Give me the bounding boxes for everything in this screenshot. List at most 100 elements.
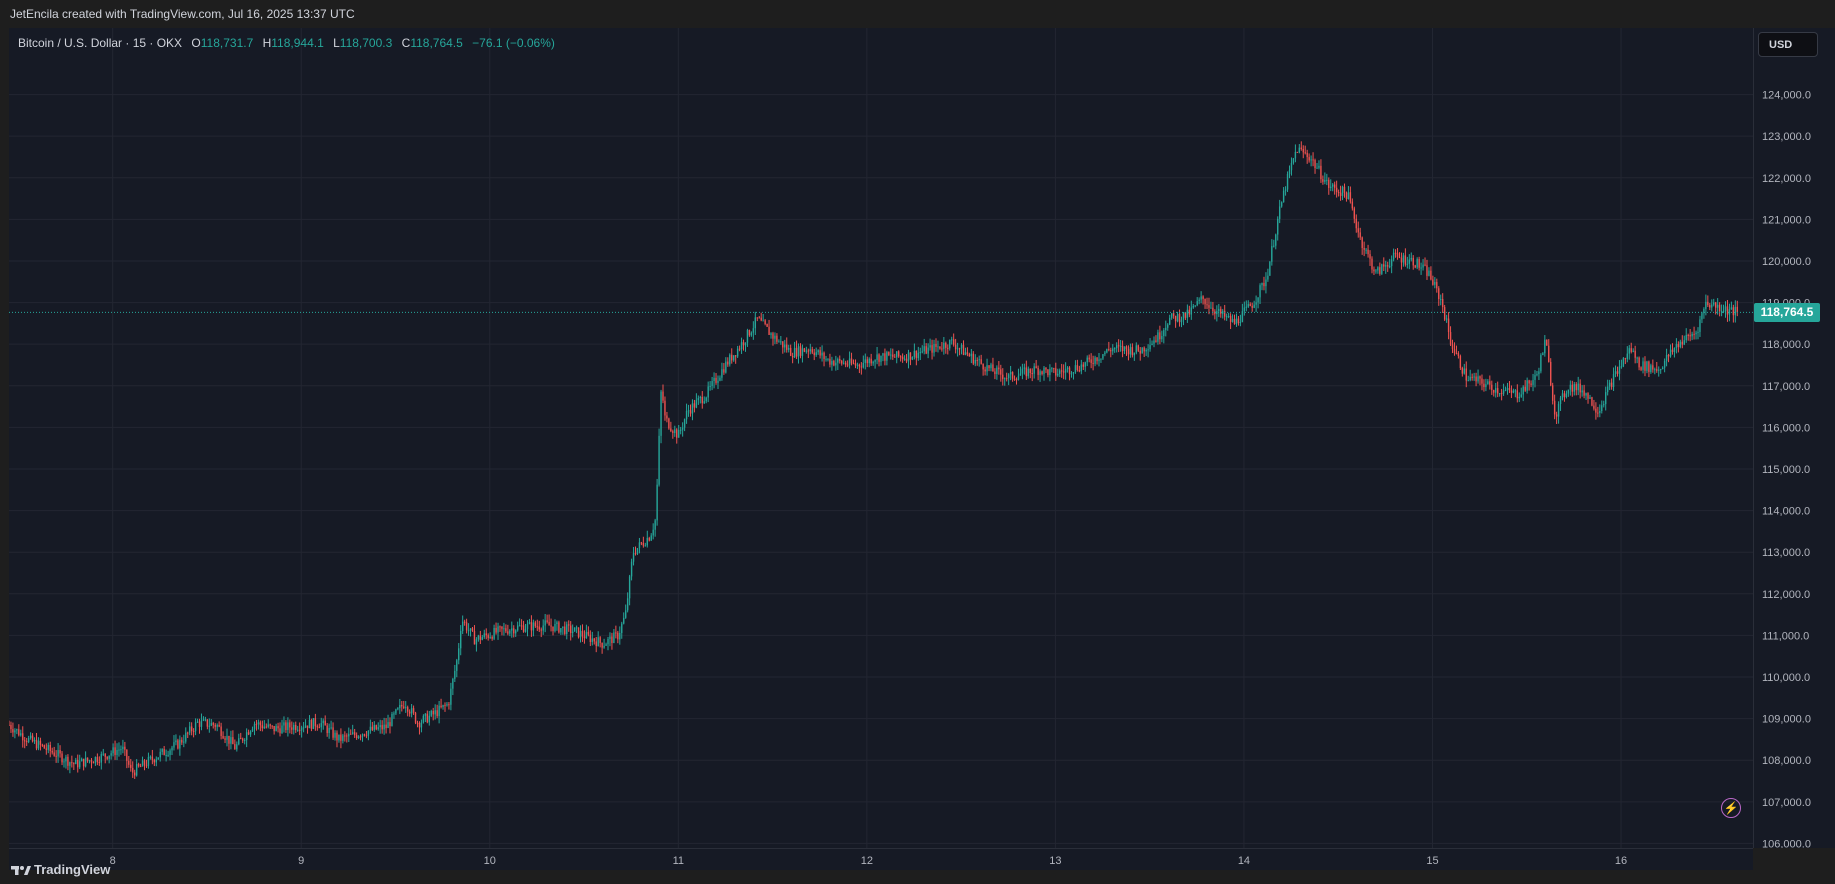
candle-body <box>350 733 352 735</box>
candle-body <box>1546 339 1548 346</box>
candle-body <box>644 545 647 547</box>
candle-body <box>328 727 330 734</box>
candle-body <box>731 354 733 361</box>
candle-body <box>984 369 986 372</box>
candle-body <box>943 342 945 349</box>
candle-body <box>196 721 199 723</box>
candle-body <box>784 344 786 348</box>
candle-body <box>599 637 601 643</box>
candle-body <box>1659 369 1662 371</box>
candle-body <box>53 752 55 756</box>
candle-body <box>860 366 863 368</box>
candle-body <box>1332 184 1334 187</box>
candle-body <box>1626 353 1629 360</box>
candle-body <box>267 724 269 727</box>
close-value: 118,764.5 <box>410 36 463 50</box>
candle-body <box>363 734 366 736</box>
candle-body <box>230 737 232 744</box>
flash-icon[interactable]: ⚡ <box>1721 798 1741 818</box>
price-tick-label: 120,000.0 <box>1762 256 1811 268</box>
candle-body <box>515 630 517 634</box>
candle-body <box>897 351 900 357</box>
candle-body <box>1308 157 1310 161</box>
time-axis[interactable]: 8 9 10 11 12 13 14 15 16 <box>9 848 1753 870</box>
low-value: 118,700.3 <box>339 36 393 50</box>
candle-body <box>406 707 409 712</box>
candle-body <box>1312 159 1314 161</box>
price-tick-label: 109,000.0 <box>1762 714 1811 726</box>
candle-body <box>377 727 379 730</box>
candle-body <box>82 758 85 767</box>
candle-body <box>353 732 356 736</box>
candle-body <box>1467 380 1469 382</box>
candle-body <box>485 633 487 636</box>
candle-body <box>858 364 861 367</box>
candle-body <box>518 625 521 627</box>
candle-body <box>475 639 478 645</box>
candle-body <box>281 725 283 734</box>
candle-body <box>848 358 851 365</box>
candle-body <box>994 371 996 375</box>
candle-body <box>919 352 921 354</box>
candle-body <box>1485 384 1487 388</box>
candle-body <box>242 738 244 741</box>
candle-body <box>422 715 425 723</box>
candle-body <box>424 713 427 716</box>
chart-plot-area[interactable]: Bitcoin / U.S. Dollar · 15 · OKX O118,73… <box>9 28 1753 848</box>
candle-body <box>1402 255 1405 263</box>
candle-body <box>1296 151 1299 153</box>
candle-body <box>326 725 328 734</box>
candle-body <box>968 354 971 357</box>
candle-body <box>505 628 507 632</box>
candle-body <box>1037 367 1039 375</box>
candle-body <box>295 724 297 731</box>
symbol-title[interactable]: Bitcoin / U.S. Dollar · 15 · OKX <box>18 36 183 50</box>
candle-body <box>110 753 112 756</box>
candle-body <box>679 429 682 431</box>
candle-body <box>277 726 279 729</box>
candle-body <box>94 757 97 763</box>
candle-body <box>29 735 32 738</box>
candle-body <box>112 747 114 754</box>
candle-body <box>128 760 130 765</box>
candle-body <box>452 678 454 689</box>
candle-body <box>96 757 99 763</box>
price-tick-label: 107,000.0 <box>1762 797 1811 809</box>
candle-body <box>766 324 768 327</box>
candle-body <box>915 350 918 359</box>
currency-button[interactable]: USD <box>1758 32 1818 57</box>
candle-body <box>304 725 307 728</box>
candle-body <box>228 735 230 744</box>
candle-body <box>1534 375 1536 380</box>
candle-body <box>467 630 470 632</box>
candle-body <box>1145 349 1147 352</box>
candle-body <box>839 359 841 361</box>
candlestick-chart[interactable] <box>9 28 1753 848</box>
price-axis[interactable]: 124,000.0 123,000.0 122,000.0 121,000.0 120,… <box>1753 28 1835 848</box>
candle-body <box>188 726 191 733</box>
candle-body <box>1153 340 1155 344</box>
candle-body <box>1577 383 1579 391</box>
candle-body <box>628 576 631 599</box>
candle-body <box>430 710 432 716</box>
candle-body <box>379 725 381 728</box>
candle-body <box>1304 152 1306 154</box>
candle-body <box>1475 376 1477 382</box>
candle-body <box>1347 192 1350 200</box>
candle-body <box>238 738 240 745</box>
candle-body <box>1701 313 1703 320</box>
candle-body <box>45 748 48 750</box>
candle-body <box>952 339 955 345</box>
candle-body <box>63 761 65 763</box>
candle-body <box>1355 218 1357 229</box>
candle-body <box>642 543 645 546</box>
candle-body <box>909 352 912 360</box>
candle-body <box>375 725 377 730</box>
candle-body <box>1410 257 1412 260</box>
candle-body <box>487 635 489 638</box>
candle-body <box>998 367 1000 370</box>
candle-body <box>1583 390 1585 396</box>
candle-body <box>1654 369 1656 371</box>
candle-body <box>1214 311 1216 315</box>
candle-body <box>1174 315 1177 322</box>
